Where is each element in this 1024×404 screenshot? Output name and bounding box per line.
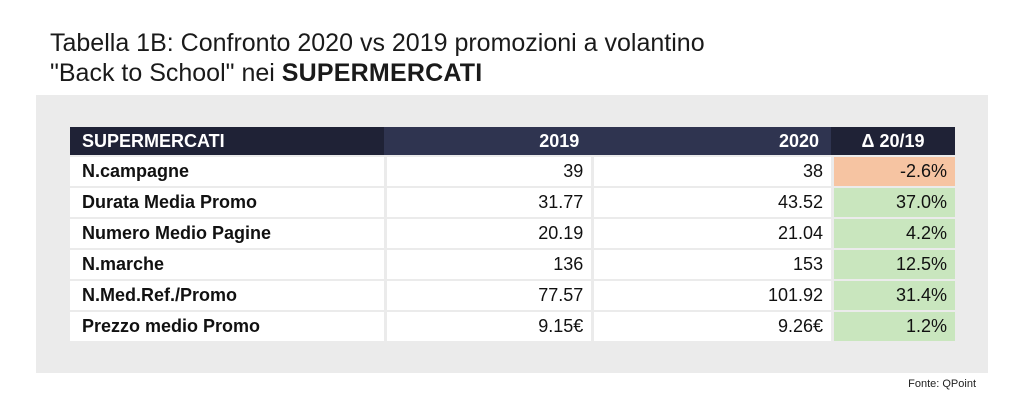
title-text: : Confronto 2020 vs 2019 promozioni a vo…: [166, 29, 705, 57]
row-label: N.marche: [70, 248, 384, 279]
comparison-table: SUPERMERCATI 2019 2020 Δ 20/19 N.campagn…: [70, 127, 955, 341]
delta-value: 4.2%: [831, 217, 955, 248]
title-quoted: "Back to School": [50, 59, 235, 87]
value-2019: 77.57: [384, 279, 592, 310]
delta-value: 1.2%: [831, 310, 955, 341]
value-2019: 136: [384, 248, 592, 279]
delta-value: 31.4%: [831, 279, 955, 310]
title-line-2: "Back to School" nei SUPERMERCATI: [50, 58, 705, 88]
value-2019: 20.19: [384, 217, 592, 248]
header-2019: 2019: [384, 127, 592, 155]
table-header-row: SUPERMERCATI 2019 2020 Δ 20/19: [70, 127, 955, 155]
row-label: Numero Medio Pagine: [70, 217, 384, 248]
source-note: Fonte: QPoint: [908, 378, 976, 390]
title-caps: SUPERMERCATI: [281, 59, 483, 87]
value-2020: 153: [591, 248, 831, 279]
value-2020: 21.04: [591, 217, 831, 248]
value-2019: 39: [384, 155, 592, 186]
title-prefix: Tabella 1B: [50, 29, 167, 57]
header-delta: Δ 20/19: [831, 127, 955, 155]
table-row: N.Med.Ref./Promo 77.57 101.92 31.4%: [70, 279, 955, 310]
delta-value: 37.0%: [831, 186, 955, 217]
delta-value: -2.6%: [831, 155, 955, 186]
row-label: Prezzo medio Promo: [70, 310, 384, 341]
value-2020: 43.52: [591, 186, 831, 217]
table-row: N.marche 136 153 12.5%: [70, 248, 955, 279]
table-row: Prezzo medio Promo 9.15€ 9.26€ 1.2%: [70, 310, 955, 341]
value-2020: 101.92: [591, 279, 831, 310]
value-2020: 38: [591, 155, 831, 186]
title-mid: nei: [234, 59, 282, 87]
delta-value: 12.5%: [831, 248, 955, 279]
table-row: Numero Medio Pagine 20.19 21.04 4.2%: [70, 217, 955, 248]
table-body: N.campagne 39 38 -2.6% Durata Media Promo 31.…: [70, 155, 955, 341]
row-label: N.campagne: [70, 155, 384, 186]
header-2020: 2020: [591, 127, 831, 155]
value-2019: 9.15€: [384, 310, 592, 341]
value-2019: 31.77: [384, 186, 592, 217]
table-row: N.campagne 39 38 -2.6%: [70, 155, 955, 186]
table-title: Tabella 1B: Confronto 2020 vs 2019 promo…: [50, 28, 705, 88]
row-label: N.Med.Ref./Promo: [70, 279, 384, 310]
title-line-1: Tabella 1B: Confronto 2020 vs 2019 promo…: [50, 28, 705, 58]
row-label: Durata Media Promo: [70, 186, 384, 217]
header-supermercati: SUPERMERCATI: [70, 127, 384, 155]
value-2020: 9.26€: [591, 310, 831, 341]
table-row: Durata Media Promo 31.77 43.52 37.0%: [70, 186, 955, 217]
